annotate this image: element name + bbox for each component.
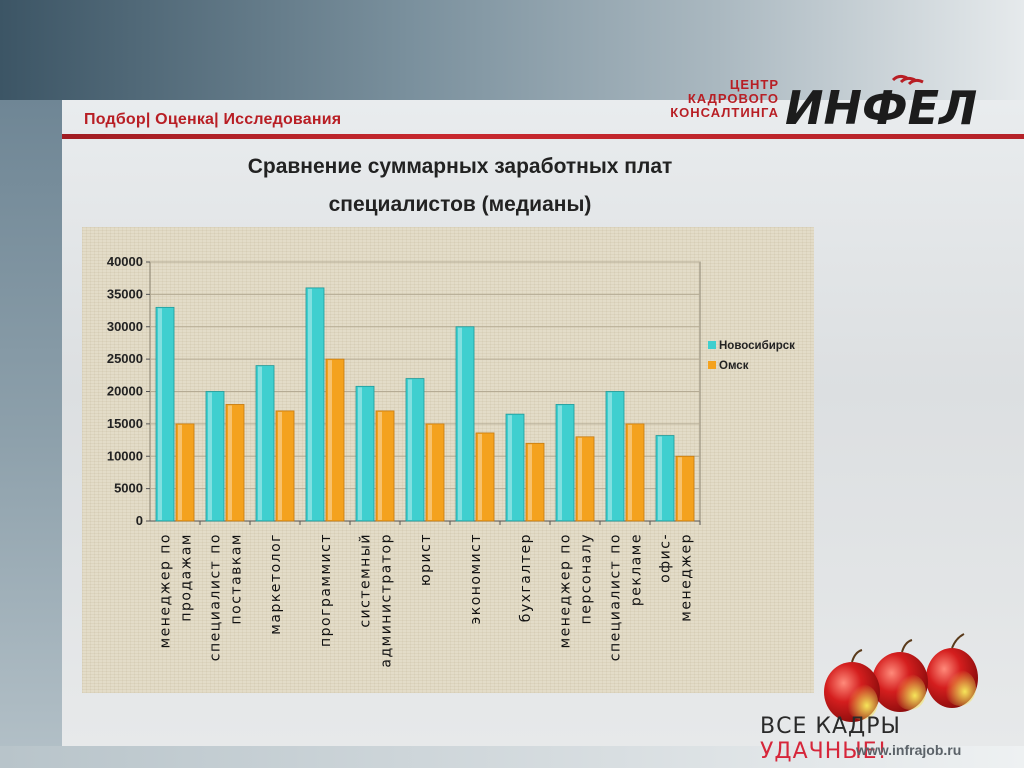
header-band [0, 0, 1024, 100]
slogan-highlight: УДАЧНЫЕ! [760, 739, 888, 764]
bar-novosibirsk [455, 326, 475, 522]
bar-novosibirsk [255, 365, 275, 522]
bar-highlight [378, 411, 382, 520]
bar-highlight [458, 327, 462, 520]
x-tick-label: администратор [379, 533, 395, 668]
bar-highlight [478, 433, 482, 520]
bar-highlight [528, 444, 532, 520]
bar-omsk [525, 442, 545, 522]
slogan: ВСЕ КАДРЫ УДАЧНЫЕ! [760, 714, 1024, 764]
bar-highlight [178, 424, 182, 520]
bar-novosibirsk [205, 391, 225, 522]
bar-highlight [608, 392, 612, 520]
bar-omsk [225, 404, 245, 522]
y-tick-label: 35000 [107, 286, 143, 301]
bar-highlight [428, 424, 432, 520]
bar-omsk [425, 423, 445, 522]
y-tick-label: 25000 [107, 351, 143, 366]
x-tick-label: офис- [658, 533, 674, 583]
logo-caption-line: КАДРОВОГО [687, 91, 779, 106]
y-tick-label: 20000 [107, 384, 143, 399]
x-tick-label: юрист [418, 533, 434, 586]
bar-omsk [175, 423, 195, 522]
bar-novosibirsk [555, 404, 575, 522]
logo-caption: ЦЕНТР КАДРОВОГО КОНСАЛТИНГА [670, 78, 779, 120]
y-tick-label: 30000 [107, 319, 143, 334]
header-divider [62, 134, 1024, 139]
bar-omsk [375, 410, 395, 522]
bar-novosibirsk [305, 287, 325, 522]
salary-bar-chart: 0 5000 10000 15000 20000 25000 30000 35000 40000… [107, 254, 795, 668]
bar-highlight [408, 379, 412, 520]
bar-highlight [358, 387, 362, 520]
x-tick-label: бухгалтер [518, 533, 534, 622]
bar-novosibirsk [505, 413, 525, 522]
bar-novosibirsk [605, 391, 625, 522]
bar-omsk [575, 436, 595, 522]
bar-novosibirsk [155, 306, 175, 522]
y-tick-label: 5000 [114, 481, 143, 496]
y-tick-label: 0 [136, 513, 143, 528]
y-tick-label: 10000 [107, 448, 143, 463]
chart-area: 0 5000 10000 15000 20000 25000 30000 35000 40000… [82, 227, 814, 693]
bar-novosibirsk [655, 435, 675, 522]
bar-highlight [278, 411, 282, 520]
company-logo: ИНФЕЛ [785, 74, 977, 135]
x-tick-label: маркетолог [268, 533, 284, 635]
bar-highlight [678, 457, 682, 520]
x-tick-label: программист [318, 533, 334, 647]
bar-omsk [675, 455, 695, 522]
legend-label: Новосибирск [719, 340, 795, 352]
bar-omsk [475, 432, 495, 522]
bar-highlight [578, 437, 582, 520]
bar-omsk [325, 358, 345, 522]
bar-highlight [208, 392, 212, 520]
bar-highlight [228, 405, 232, 520]
bar-highlight [328, 360, 332, 520]
bar-highlight [158, 308, 162, 520]
x-tick-label: менеджер [679, 533, 695, 622]
apples-illustration [824, 633, 978, 722]
x-tick-label: экономист [468, 533, 484, 624]
legend-label: Омск [719, 360, 749, 372]
bar-highlight [308, 288, 312, 520]
bar-highlight [508, 415, 512, 520]
x-tick-label: поставкам [229, 533, 245, 625]
x-tick-label: специалист по [608, 533, 624, 661]
tagline: Подбор| Оценка| Исследования [84, 111, 342, 128]
legend-swatch [708, 361, 716, 369]
bar-novosibirsk [355, 385, 375, 522]
legend-swatch [708, 341, 716, 349]
x-tick-label: менеджер по [558, 533, 574, 648]
bar-highlight [628, 424, 632, 520]
bar-highlight [558, 405, 562, 520]
x-tick-label: системный [358, 533, 374, 628]
bar-omsk [275, 410, 295, 522]
logo-caption-line: КОНСАЛТИНГА [670, 105, 779, 120]
y-tick-label: 40000 [107, 254, 143, 269]
title-line: Сравнение суммарных заработных плат [247, 155, 673, 178]
logo-word: ИНФЕЛ [785, 81, 977, 135]
x-tick-label: специалист по [208, 533, 224, 661]
page-title: Сравнение суммарных заработных плат спец… [180, 148, 740, 224]
bar-highlight [658, 436, 662, 520]
logo-caption-line: ЦЕНТР [729, 77, 779, 92]
x-tick-label: персоналу [579, 533, 595, 624]
x-tick-label: менеджер по [158, 533, 174, 648]
bar-omsk [625, 423, 645, 522]
bar-highlight [258, 366, 262, 520]
left-band [0, 100, 62, 768]
y-tick-label: 15000 [107, 416, 143, 431]
bar-novosibirsk [405, 378, 425, 522]
title-line: специалистов (медианы) [328, 193, 592, 216]
footer-band [0, 746, 1024, 768]
x-tick-label: рекламе [629, 533, 645, 606]
website-url: www.infrajob.ru [856, 742, 962, 758]
slogan-part: ВСЕ КАДРЫ [760, 714, 901, 739]
x-tick-label: продажам [179, 533, 195, 622]
